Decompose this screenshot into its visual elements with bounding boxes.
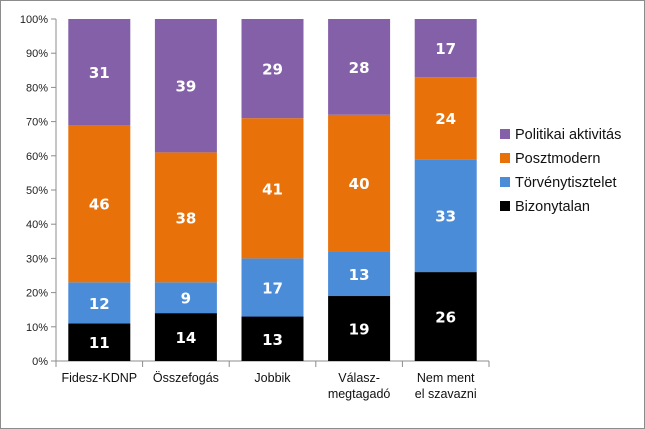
bar-segment — [154, 313, 217, 361]
data-label: 17 — [435, 40, 456, 58]
y-tick-label: 70% — [26, 117, 48, 129]
data-label: 33 — [435, 208, 456, 226]
bar-segment — [414, 159, 477, 273]
bar-segment — [241, 316, 304, 361]
x-category-label: megtagadó — [328, 387, 391, 401]
data-label: 26 — [435, 309, 456, 327]
data-label: 14 — [175, 329, 196, 347]
data-label: 19 — [349, 321, 370, 339]
bar-segment — [68, 282, 131, 324]
x-category-label: el szavazni — [415, 387, 477, 401]
bar-segment — [328, 251, 391, 297]
bar-segment — [68, 323, 131, 361]
x-category-label: Válasz- — [338, 371, 380, 385]
bar-segment — [154, 282, 217, 314]
legend-swatch — [500, 129, 510, 139]
bar-segment — [328, 19, 391, 115]
y-tick-label: 40% — [26, 219, 48, 231]
data-label: 17 — [262, 279, 283, 297]
y-tick-label: 50% — [26, 185, 48, 197]
bar-segment — [241, 258, 304, 317]
data-label: 40 — [349, 175, 370, 193]
data-label: 12 — [89, 295, 110, 313]
y-tick-label: 60% — [26, 151, 48, 163]
y-tick-label: 10% — [26, 322, 48, 334]
x-category-label: Összefogás — [153, 371, 219, 385]
data-label: 9 — [181, 290, 191, 308]
bar-segment — [154, 152, 217, 283]
legend-label: Politikai aktivitás — [515, 127, 621, 143]
bar-segment — [68, 19, 131, 126]
bar-segment — [414, 272, 477, 361]
data-label: 13 — [349, 266, 370, 284]
bar-segment — [241, 19, 304, 119]
data-label: 24 — [435, 110, 456, 128]
legend-swatch — [500, 201, 510, 211]
y-tick-label: 30% — [26, 253, 48, 265]
bar-segment — [414, 77, 477, 160]
y-tick-label: 100% — [20, 14, 48, 26]
legend-swatch — [500, 177, 510, 187]
bar-segment — [328, 296, 391, 361]
legend-label: Posztmodern — [515, 151, 600, 167]
data-label: 29 — [262, 61, 283, 79]
bar-segment — [68, 125, 131, 283]
data-label: 46 — [89, 196, 110, 214]
legend-label: Bizonytalan — [515, 199, 590, 215]
bar-segment — [328, 114, 391, 252]
x-category-label: Fidesz-KDNP — [61, 371, 137, 385]
data-label: 31 — [89, 64, 110, 82]
x-category-label: Jobbik — [254, 371, 291, 385]
data-label: 41 — [262, 180, 283, 198]
data-label: 11 — [89, 334, 110, 352]
data-label: 38 — [175, 209, 196, 227]
y-tick-label: 80% — [26, 82, 48, 94]
data-label: 39 — [175, 78, 196, 96]
y-tick-label: 90% — [26, 48, 48, 60]
y-tick-label: 20% — [26, 288, 48, 300]
bar-segment — [154, 19, 217, 153]
data-label: 13 — [262, 331, 283, 349]
data-label: 28 — [349, 59, 370, 77]
legend-label: Törvénytisztelet — [515, 175, 617, 191]
bar-segment — [241, 118, 304, 259]
legend-swatch — [500, 153, 510, 163]
bar-segment — [414, 19, 477, 78]
x-category-label: Nem ment — [417, 371, 475, 385]
y-tick-label: 0% — [32, 356, 48, 368]
